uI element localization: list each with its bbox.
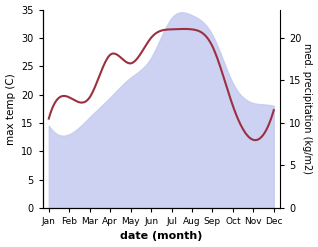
Y-axis label: max temp (C): max temp (C): [5, 73, 16, 144]
Y-axis label: med. precipitation (kg/m2): med. precipitation (kg/m2): [302, 43, 313, 174]
X-axis label: date (month): date (month): [120, 231, 203, 242]
